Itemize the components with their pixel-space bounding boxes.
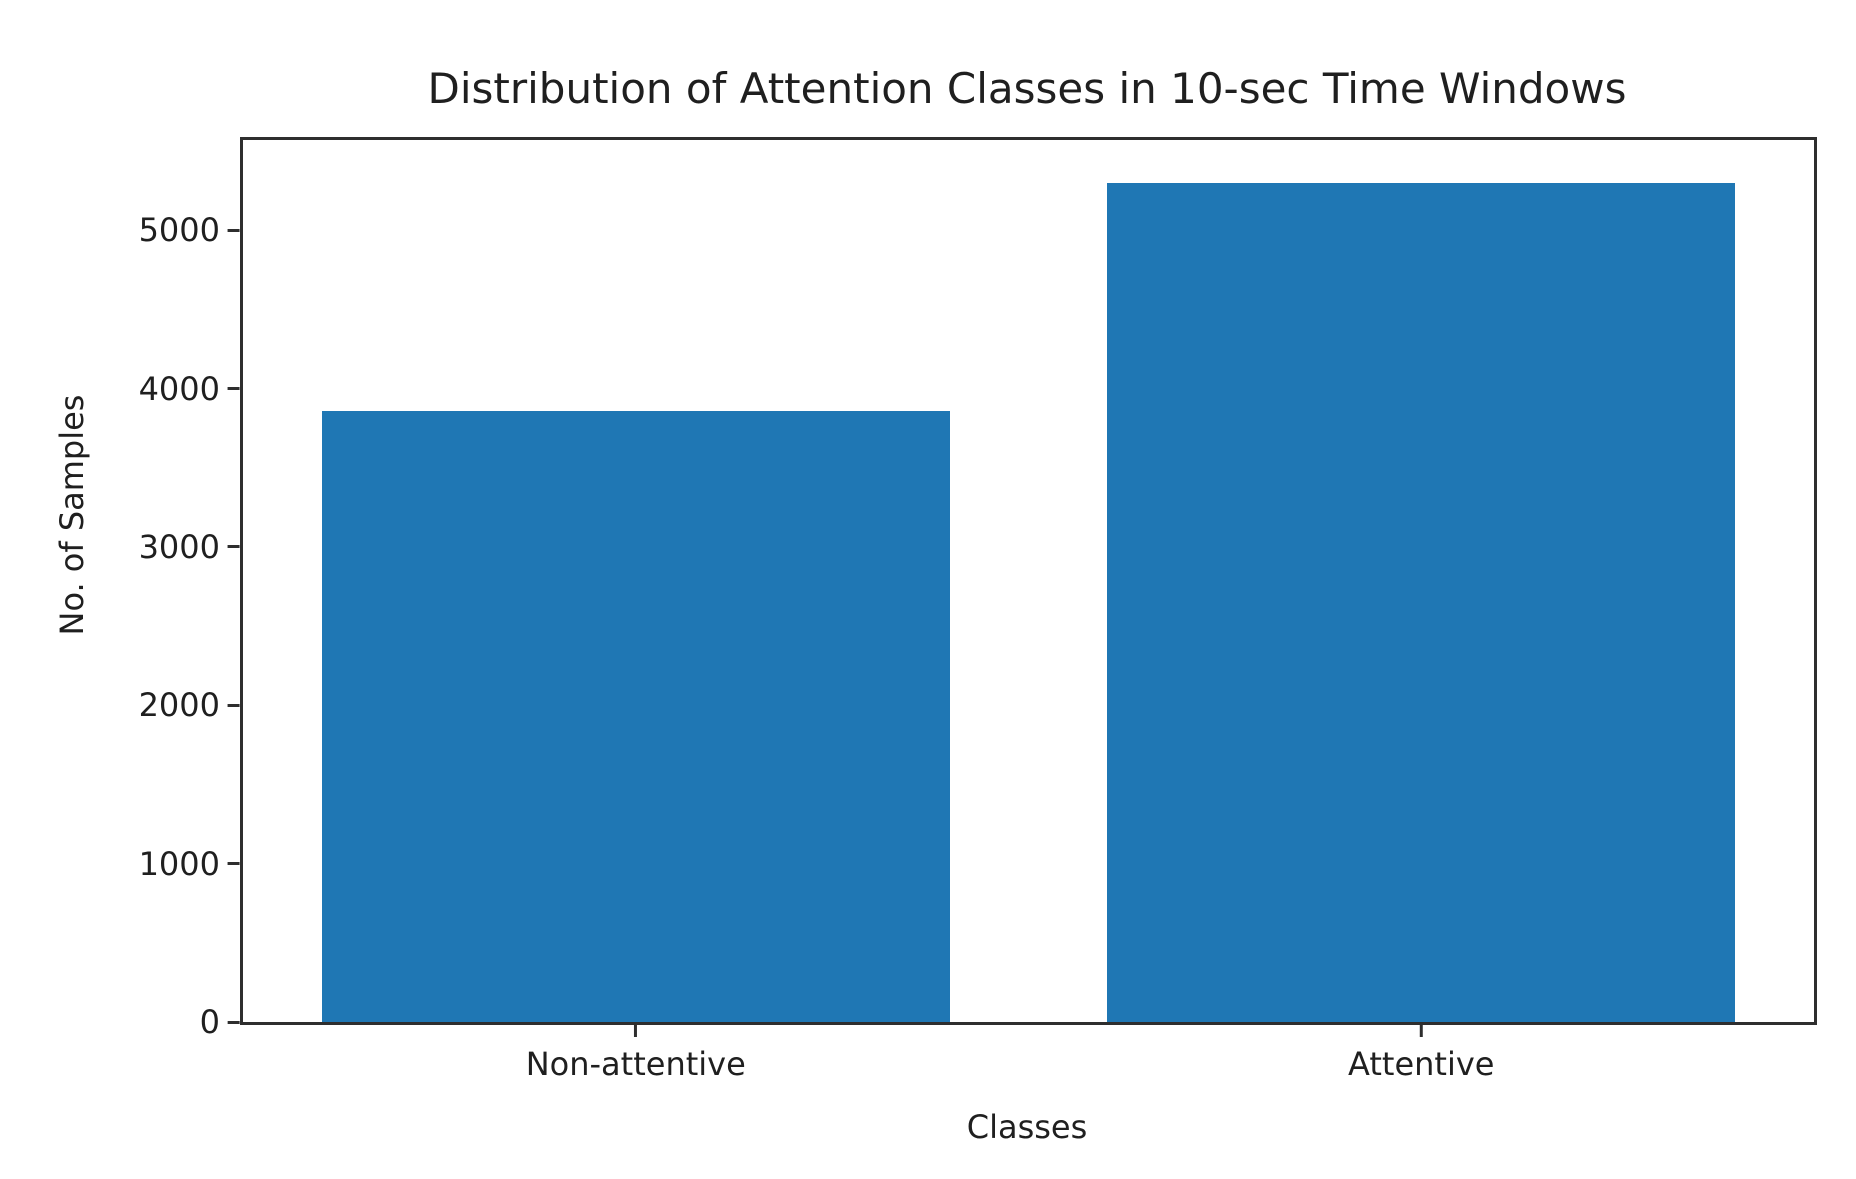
y-tick-label: 0: [199, 1003, 220, 1041]
y-tick-4000: 4000: [139, 370, 240, 408]
plot-area: 0 1000 2000 3000 4000 5000 Non-attentive Atten…: [139, 137, 1817, 1083]
y-tick-mark: [228, 228, 240, 232]
chart-title: Distribution of Attention Classes in 10-…: [427, 64, 1627, 113]
x-tick-label: Attentive: [1348, 1045, 1495, 1083]
y-tick-mark: [228, 862, 240, 866]
y-tick-5000: 5000: [139, 211, 240, 249]
bars-layer: [243, 140, 1814, 1022]
x-tick-attentive: Attentive: [1348, 1025, 1494, 1083]
bar-attentive: [1107, 182, 1736, 1022]
y-tick-label: 2000: [138, 686, 220, 725]
y-axis-label: No. of Samples: [53, 394, 91, 636]
bar-non-attentive: [321, 410, 950, 1022]
x-axis-label: Classes: [966, 1108, 1088, 1146]
y-tick-1000: 1000: [139, 845, 240, 883]
y-tick-0: 0: [200, 1003, 240, 1041]
x-axis-ticks: Non-attentive Attentive: [243, 140, 1814, 1083]
x-tick-label: Non-attentive: [525, 1045, 746, 1083]
x-tick-mark: [634, 1025, 638, 1037]
y-tick-mark: [228, 387, 240, 391]
y-axis-ticks: 0 1000 2000 3000 4000 5000: [139, 140, 1814, 1041]
y-tick-2000: 2000: [139, 686, 240, 724]
y-tick-label: 1000: [138, 844, 220, 883]
x-tick-mark: [1419, 1025, 1423, 1037]
y-tick-label: 5000: [138, 211, 220, 250]
y-tick-label: 4000: [138, 369, 220, 408]
y-tick-3000: 3000: [139, 528, 240, 566]
y-tick-label: 3000: [138, 527, 220, 566]
x-tick-non-attentive: Non-attentive: [526, 1025, 746, 1083]
y-tick-mark: [228, 1020, 240, 1024]
y-tick-mark: [228, 703, 240, 707]
y-tick-mark: [228, 545, 240, 549]
